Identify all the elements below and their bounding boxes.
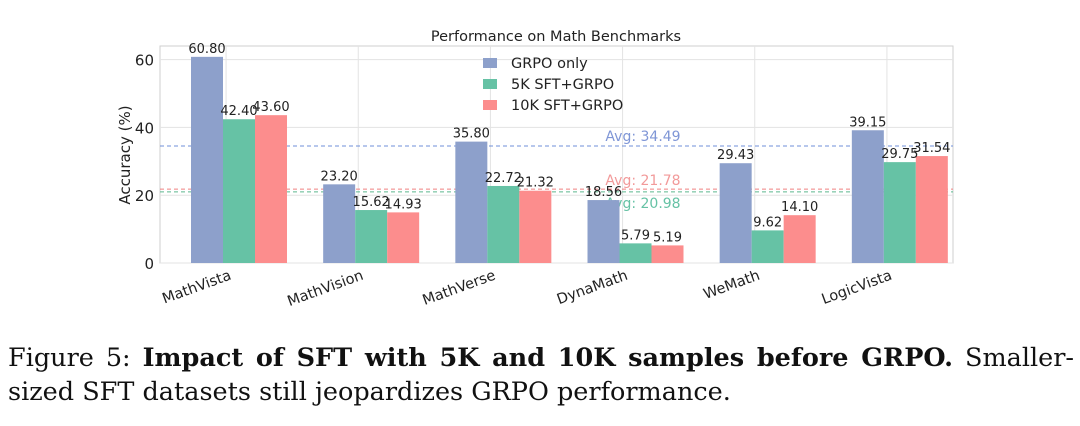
bar	[519, 190, 552, 263]
caption-prefix: Figure 5:	[8, 343, 131, 373]
bar-value-label: 29.75	[881, 147, 918, 162]
bar	[883, 162, 916, 263]
average-label: Avg: 34.49	[605, 129, 680, 145]
bar	[355, 210, 388, 263]
bar	[587, 200, 620, 263]
bar	[191, 56, 223, 263]
x-tick-label: WeMath	[701, 268, 762, 303]
legend: GRPO only 5K SFT+GRPO 10K SFT+GRPO	[483, 56, 623, 114]
x-tick-label: LogicVista	[820, 268, 895, 308]
bar-value-label: 14.93	[385, 197, 422, 212]
bars	[191, 56, 948, 263]
bar-value-label: 18.56	[585, 185, 622, 200]
bar-value-label: 35.80	[453, 127, 490, 142]
bar-value-label: 22.72	[485, 171, 522, 186]
bar	[255, 115, 287, 263]
average-label: Avg: 20.98	[605, 196, 680, 212]
bar	[487, 185, 520, 263]
y-axis-ticks: 0 20 40 60	[135, 52, 154, 273]
bar-value-label: 14.10	[781, 200, 818, 215]
legend-label: 5K SFT+GRPO	[511, 77, 614, 93]
bar	[223, 119, 255, 263]
bar	[619, 243, 652, 263]
x-tick-label: DynaMath	[555, 268, 630, 308]
y-tick-label: 20	[135, 187, 154, 205]
x-tick-label: MathVista	[160, 268, 233, 308]
bar	[915, 156, 948, 263]
bar-value-label: 5.19	[653, 230, 682, 245]
caption-bold: Impact of SFT with 5K and 10K samples be…	[142, 343, 953, 373]
bar-value-label: 60.80	[188, 42, 225, 57]
chart: Avg: 34.49 Avg: 21.78 Avg: 20.98 60.80 42.4…	[116, 29, 954, 310]
caption-rest: Smaller-sized SFT datasets still jeopard…	[8, 343, 1075, 407]
legend-label: GRPO only	[511, 56, 588, 72]
bar-value-label: 9.62	[753, 215, 782, 230]
bar-value-label: 15.62	[353, 195, 390, 210]
y-tick-label: 0	[144, 255, 154, 273]
legend-swatch	[483, 100, 497, 110]
y-tick-label: 60	[135, 52, 154, 70]
bar	[323, 184, 356, 263]
legend-swatch	[483, 58, 497, 68]
bar-value-label: 39.15	[849, 115, 886, 130]
bar-value-label: 31.54	[913, 141, 950, 156]
y-axis-label: Accuracy (%)	[116, 105, 134, 204]
bar-value-label: 29.43	[717, 148, 754, 163]
legend-swatch	[483, 79, 497, 89]
average-label: Avg: 21.78	[605, 173, 680, 189]
plot-background	[159, 45, 954, 264]
bar-value-label: 5.79	[621, 228, 650, 243]
bar	[455, 141, 488, 263]
bar	[387, 212, 420, 263]
bar-value-label: 23.20	[321, 169, 358, 184]
bar	[783, 215, 816, 263]
figure-caption: Figure 5: Impact of SFT with 5K and 10K …	[8, 341, 1074, 409]
average-lines: Avg: 34.49 Avg: 21.78 Avg: 20.98	[160, 129, 953, 212]
x-axis-ticks: MathVista MathVision MathVerse DynaMath WeMa…	[160, 268, 894, 310]
bar	[719, 163, 752, 263]
bar	[851, 130, 884, 263]
bar	[751, 230, 784, 263]
x-tick-label: MathVision	[285, 268, 365, 310]
bar-value-label: 21.32	[517, 176, 554, 191]
bar-value-label: 42.40	[220, 104, 257, 119]
bar-value-label: 43.60	[252, 100, 289, 115]
chart-title: Performance on Math Benchmarks	[431, 29, 681, 45]
legend-label: 10K SFT+GRPO	[511, 98, 623, 114]
bar	[651, 245, 684, 263]
x-tick-label: MathVerse	[420, 268, 497, 309]
y-tick-label: 40	[135, 119, 154, 137]
